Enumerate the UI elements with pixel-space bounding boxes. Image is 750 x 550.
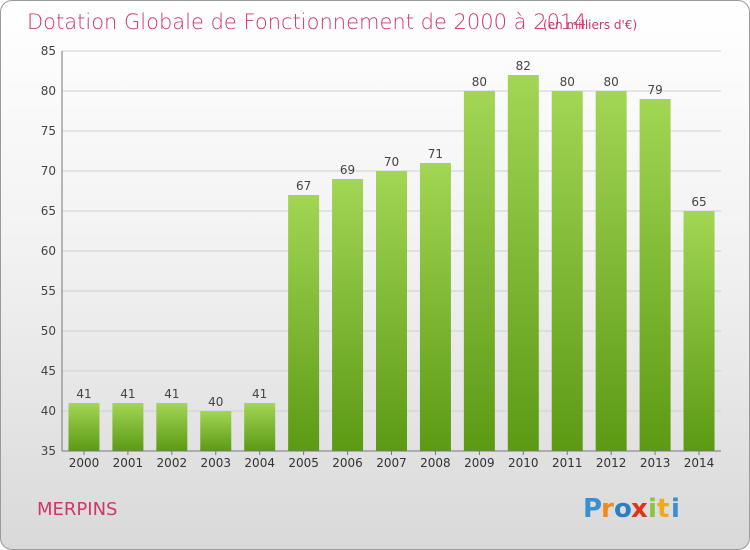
chart-title: Dotation Globale de Fonctionnement de 20… [27, 10, 587, 34]
data-label: 67 [296, 179, 311, 193]
y-tick-label: 85 [41, 44, 56, 58]
svg-text:o: o [614, 494, 632, 524]
proxiti-logo: P r o x i t i [583, 491, 693, 525]
y-tick-label: 50 [41, 324, 56, 338]
x-tick-label: 2010 [508, 456, 539, 470]
y-tick-label: 55 [41, 284, 56, 298]
bar-layer: 41 41 41 40 41 67 69 70 71 80 82 80 80 79 65 [68, 59, 715, 451]
bar-2000 [68, 403, 100, 451]
bar-2011 [551, 91, 583, 451]
bar-2004 [244, 403, 276, 451]
data-label: 41 [164, 387, 179, 401]
x-tick-label: 2011 [552, 456, 583, 470]
svg-text:P: P [583, 494, 602, 524]
x-tick-label: 2006 [332, 456, 363, 470]
bar-2001 [112, 403, 144, 451]
x-tick-label: 2009 [464, 456, 495, 470]
svg-text:t: t [657, 494, 669, 524]
data-label: 40 [208, 395, 223, 409]
x-tick-label: 2012 [596, 456, 627, 470]
x-tick-label: 2005 [288, 456, 319, 470]
x-tick-label: 2002 [157, 456, 188, 470]
bar-2002 [156, 403, 188, 451]
x-tick-label: 2014 [684, 456, 715, 470]
data-label: 70 [384, 155, 399, 169]
x-tick-label: 2001 [113, 456, 144, 470]
bar-2006 [332, 179, 364, 451]
data-label: 41 [120, 387, 135, 401]
data-label: 69 [340, 163, 355, 177]
bar-2008 [419, 163, 451, 451]
y-tick-label: 60 [41, 244, 56, 258]
y-tick-label: 40 [41, 404, 56, 418]
x-tick-label: 2013 [640, 456, 671, 470]
y-tick-label: 70 [41, 164, 56, 178]
y-tick-label: 65 [41, 204, 56, 218]
bar-2013 [639, 99, 671, 451]
data-label: 79 [647, 83, 662, 97]
bar-2010 [507, 75, 539, 451]
bar-2007 [376, 171, 407, 451]
svg-text:i: i [648, 494, 657, 524]
x-tick-label: 2000 [69, 456, 100, 470]
y-tick-label: 35 [41, 444, 56, 458]
x-tick-label: 2003 [200, 456, 231, 470]
bar-2012 [595, 91, 627, 451]
bar-2009 [463, 91, 495, 451]
bar-2003 [200, 411, 232, 451]
data-label: 41 [76, 387, 91, 401]
chart-unit: (en milliers d'€) [543, 18, 637, 32]
bar-2014 [683, 211, 715, 451]
data-label: 71 [428, 147, 443, 161]
x-tick-label: 2007 [376, 456, 407, 470]
y-tick-label: 80 [41, 84, 56, 98]
data-label: 82 [516, 59, 531, 73]
svg-text:i: i [671, 494, 680, 524]
data-label: 41 [252, 387, 267, 401]
bar-2005 [288, 195, 320, 451]
data-label: 80 [560, 75, 575, 89]
x-tick-label: 2008 [420, 456, 451, 470]
svg-text:x: x [631, 494, 648, 524]
x-tick-label: 2004 [244, 456, 275, 470]
data-label: 80 [472, 75, 487, 89]
y-tick-label: 45 [41, 364, 56, 378]
axis-layer: 35 40 45 50 55 60 65 70 75 80 85 2000 2001 2002 2003 20… [41, 44, 721, 470]
svg-text:r: r [601, 494, 614, 524]
city-name: MERPINS [37, 499, 117, 520]
data-label: 65 [691, 195, 706, 209]
y-tick-label: 75 [41, 124, 56, 138]
data-label: 80 [604, 75, 619, 89]
